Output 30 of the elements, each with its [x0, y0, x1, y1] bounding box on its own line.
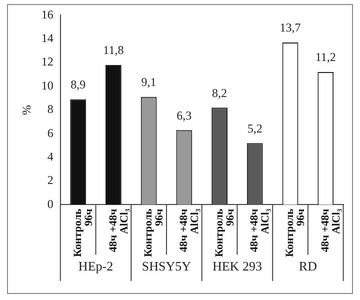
y-tick-label: 16: [41, 7, 54, 22]
x-tick-label: Контроль 96ч: [142, 208, 166, 257]
y-tick-label: 12: [41, 54, 54, 69]
x-tick-label: 48ч +48ч AlCl₃: [178, 208, 202, 252]
data-label: 11,2: [315, 50, 336, 64]
y-tick-label: 0: [47, 196, 54, 211]
x-tick-label: Контроль 96ч: [284, 208, 308, 257]
data-label: 8,2: [212, 86, 228, 100]
data-label: 13,7: [280, 20, 301, 35]
x-tick-label: 48ч +48ч AlCl₃: [319, 208, 342, 252]
data-label: 5,2: [247, 121, 262, 136]
y-tick-label: 8: [47, 102, 54, 116]
x-tick-label: Контроль 96ч: [72, 208, 95, 257]
data-label: 9,1: [141, 75, 156, 90]
y-tick-label: 14: [41, 31, 54, 46]
data-label: 6,3: [176, 108, 192, 122]
y-tick-label: 6: [47, 126, 54, 140]
text: HEK 293: [212, 258, 262, 274]
x-tick-label: Контроль 96ч: [213, 208, 236, 257]
y-tick-label: 2: [47, 173, 54, 188]
x-tick-label: 48ч +48ч AlCl₃: [107, 208, 130, 252]
text: RD: [298, 258, 317, 274]
x-tick-label: 48ч +48ч AlCl₃: [248, 208, 272, 252]
data-label: 11,8: [103, 43, 124, 58]
y-tick-label: 10: [41, 78, 54, 92]
text: HEp-2: [78, 258, 114, 274]
y-axis-title: %: [19, 104, 34, 115]
data-label: 8,9: [70, 77, 86, 92]
y-tick-label: 4: [47, 150, 54, 164]
text: SHSY5Y: [142, 258, 192, 274]
